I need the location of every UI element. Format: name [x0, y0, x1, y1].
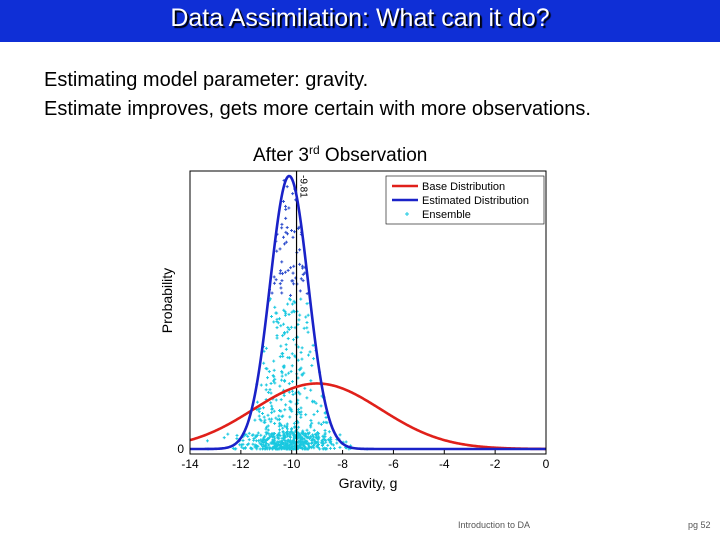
chart-title-superscript: rd — [308, 143, 320, 157]
y-axis-label: Probability — [159, 268, 175, 333]
legend-label: Estimated Distribution — [422, 195, 529, 207]
x-tick-label: 0 — [543, 457, 550, 471]
page-number: pg 52 — [688, 520, 711, 530]
bullet-line-2: Estimate improves, gets more certain wit… — [44, 98, 591, 120]
title-bar — [0, 0, 720, 42]
slide-body: Estimating model parameter: gravity. Est… — [44, 66, 591, 124]
x-tick-label: -12 — [232, 457, 250, 471]
chart-title: After 3rd Observation — [253, 143, 428, 167]
y-tick-label: 0 — [177, 442, 184, 456]
x-tick-label: -10 — [283, 457, 301, 471]
x-tick-label: -6 — [388, 457, 399, 471]
chart-title-prefix: After 3 — [253, 145, 309, 166]
probability-chart: -9.81 -14 -12 -10 -8 -6 -4 -2 0 0 Gravity, g Probab… — [159, 170, 550, 491]
estimated-distribution-line — [190, 174, 546, 451]
legend-label: Base Distribution — [422, 181, 505, 193]
legend-label: Ensemble — [422, 209, 471, 221]
reference-line-label: -9.81 — [298, 175, 309, 198]
x-tick-label: -4 — [439, 457, 450, 471]
footer-center: Introduction to DA — [458, 520, 531, 530]
base-distribution-line — [189, 382, 547, 451]
x-axis-label: Gravity, g — [339, 475, 398, 491]
slide-title: Data Assimilation: What can it do? — [170, 4, 550, 32]
bullet-line-1: Estimating model parameter: gravity. — [44, 69, 369, 91]
chart-title-suffix: Observation — [319, 145, 428, 166]
plot-frame — [189, 170, 547, 455]
x-tick-label: -2 — [490, 457, 501, 471]
x-tick-label: -14 — [181, 457, 199, 471]
x-tick-label: -8 — [337, 457, 348, 471]
